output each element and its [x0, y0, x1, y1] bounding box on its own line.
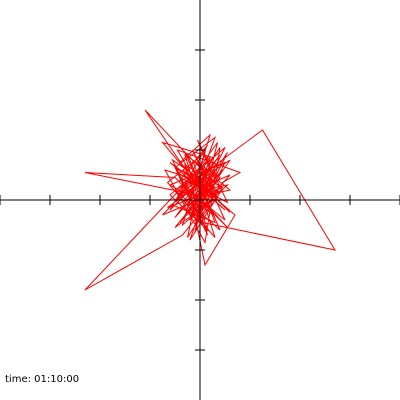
time-label-text: time:: [5, 374, 31, 385]
time-readout: time: 01:10:00: [5, 374, 79, 385]
time-value-text: 01:10:00: [34, 374, 80, 385]
